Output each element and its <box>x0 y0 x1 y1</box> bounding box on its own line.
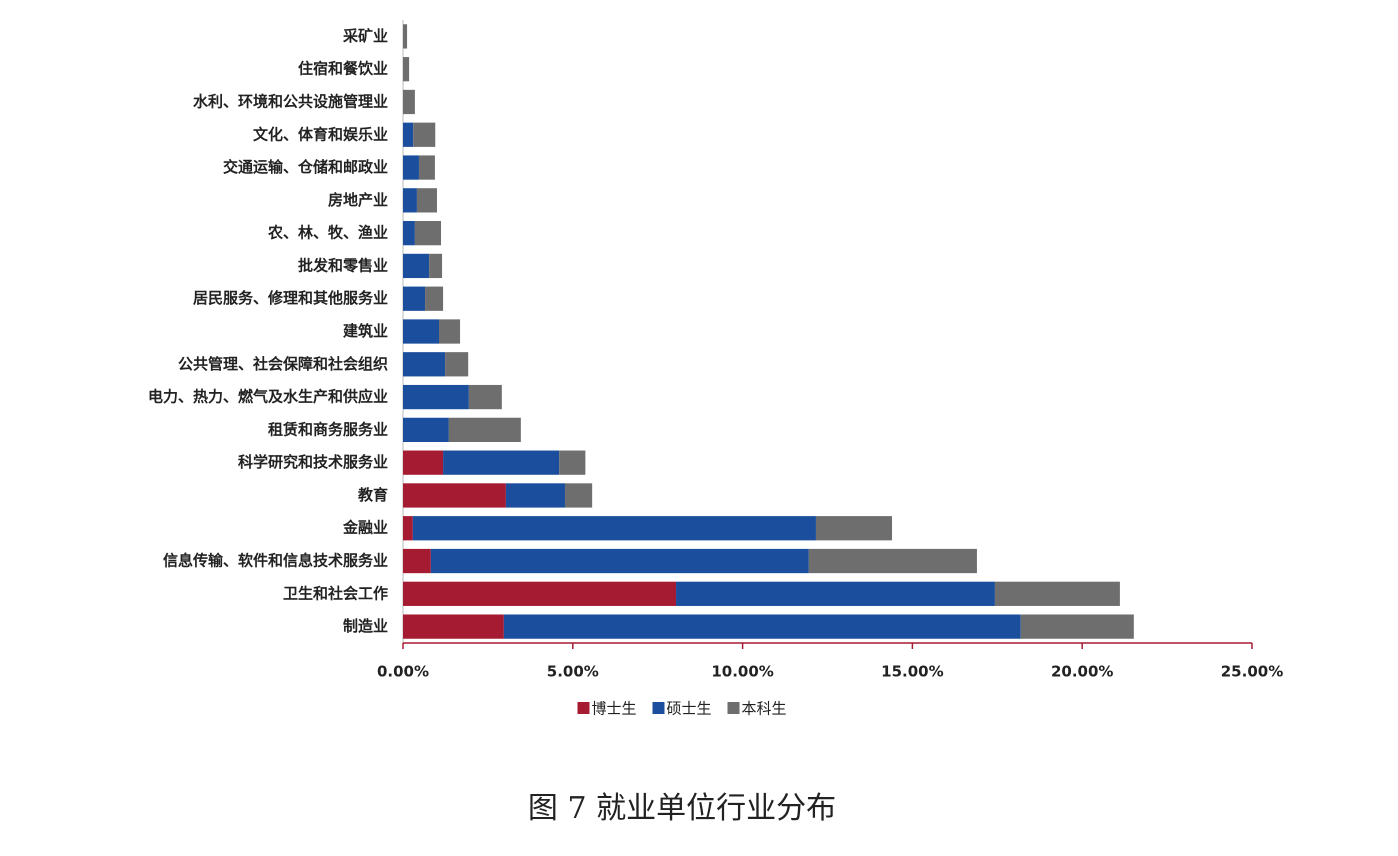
bar-segment <box>414 220 442 246</box>
y-tick-label: 住宿和餐饮业 <box>298 60 388 78</box>
bar-segment <box>505 483 565 508</box>
bar-segment <box>430 548 809 574</box>
chart-title: 图 7 就业单位行业分布 <box>528 791 836 826</box>
legend-swatch <box>727 702 740 714</box>
bar-segment <box>448 417 521 443</box>
x-tick-label: 5.00% <box>547 663 599 681</box>
bar-segment <box>412 516 816 541</box>
bar-segment <box>403 220 415 246</box>
y-tick-label: 农、林、牧、渔业 <box>267 224 388 242</box>
bar-segment <box>403 155 419 180</box>
x-tick-label: 25.00% <box>1221 663 1283 681</box>
bar-segment <box>676 581 995 606</box>
y-tick-label: 科学研究和技术服务业 <box>238 453 388 471</box>
y-tick-label: 卫生和社会工作 <box>283 584 388 602</box>
bar-segment <box>445 352 469 377</box>
bar-segment <box>429 253 443 279</box>
bar-segment <box>403 122 414 147</box>
y-tick-label: 信息传输、软件和信息技术服务业 <box>163 552 388 570</box>
x-tick-label: 15.00% <box>881 663 943 681</box>
bar-segment <box>403 188 417 213</box>
legend-label: 硕士生 <box>667 700 712 718</box>
x-tick-label: 10.00% <box>711 663 773 681</box>
y-tick-label: 采矿业 <box>342 27 388 45</box>
x-tick-label: 0.00% <box>377 663 429 681</box>
bar-segment <box>808 548 977 574</box>
bar-segment <box>564 483 593 508</box>
y-tick-label: 租赁和商务服务业 <box>268 420 388 438</box>
bar-segment <box>403 57 410 82</box>
y-tick-label: 金融业 <box>342 519 388 537</box>
bar-segment <box>403 483 506 508</box>
y-tick-label: 居民服务、修理和其他服务业 <box>193 289 388 307</box>
y-tick-label: 批发和零售业 <box>298 256 388 274</box>
bar-segment <box>418 155 435 180</box>
bar-segment <box>403 384 469 410</box>
bar-segment <box>403 286 426 311</box>
bar-segment <box>403 417 449 443</box>
bar-segment <box>403 516 413 541</box>
y-tick-label: 交通运输、仓储和邮政业 <box>223 158 388 176</box>
bar-segment <box>403 581 677 606</box>
bar-segment <box>403 352 446 377</box>
bar-segment <box>503 614 1021 639</box>
bar-segment <box>403 450 444 475</box>
y-tick-label: 教育 <box>357 486 388 504</box>
y-tick-label: 水利、环境和公共设施管理业 <box>193 92 388 110</box>
y-tick-label: 文化、体育和娱乐业 <box>253 125 388 143</box>
bar-segment <box>416 188 437 213</box>
legend-swatch <box>577 702 590 714</box>
bar-segment <box>468 384 502 410</box>
bar-segment <box>559 450 586 475</box>
bar-segment <box>1020 614 1134 639</box>
legend-swatch <box>652 702 665 714</box>
bar-segment <box>403 89 415 115</box>
y-tick-label: 制造业 <box>343 617 388 635</box>
y-tick-label: 电力、热力、燃气及水生产和供应业 <box>148 388 388 406</box>
bar-segment <box>438 319 461 344</box>
y-tick-label: 公共管理、社会保障和社会组织 <box>178 355 388 373</box>
bar-segment <box>403 319 439 344</box>
legend-label: 博士生 <box>592 700 637 718</box>
x-tick-label: 20.00% <box>1051 663 1113 681</box>
bar-segment <box>443 450 560 475</box>
legend-label: 本科生 <box>742 700 787 718</box>
bar-segment <box>403 253 430 279</box>
y-tick-label: 建筑业 <box>343 322 388 340</box>
bar-segment <box>994 581 1120 606</box>
bar-segment <box>403 24 408 49</box>
bar-segment <box>403 614 504 639</box>
bar-segment <box>425 286 444 311</box>
bar-segment <box>815 516 893 541</box>
bar-segment <box>413 122 436 147</box>
bar-segment <box>403 548 431 574</box>
y-tick-label: 房地产业 <box>328 191 388 209</box>
